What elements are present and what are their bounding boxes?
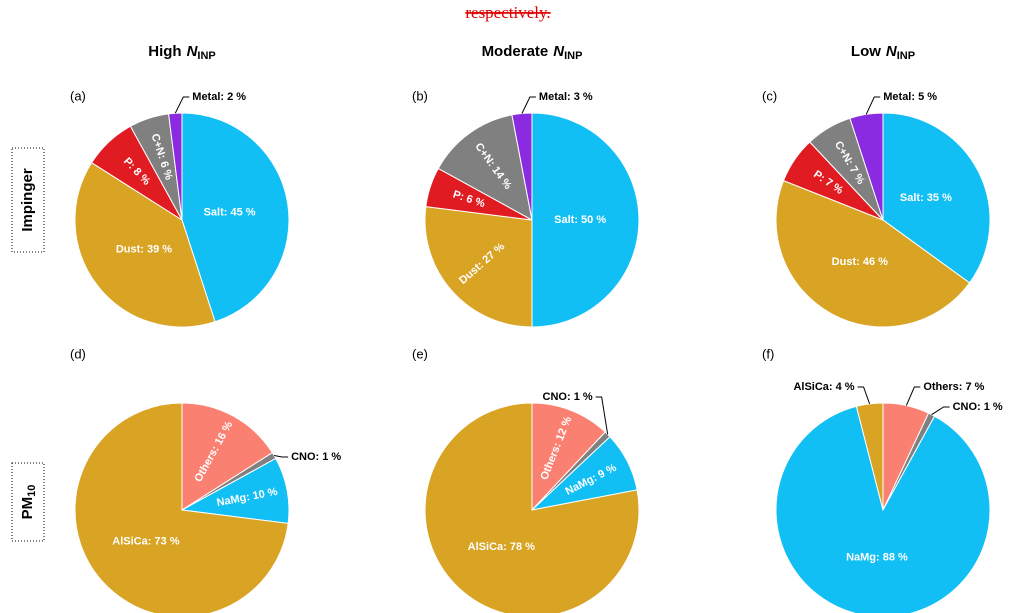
pie-slice	[531, 112, 640, 328]
pie-slice	[181, 402, 274, 511]
row-header: Impinger	[19, 168, 36, 232]
slice-label: CNO: 1 %	[543, 391, 593, 403]
slice-label: Dust: 39 %	[116, 243, 172, 255]
row-header-box	[11, 147, 45, 253]
panel-label: (b)	[412, 88, 428, 103]
header-symbol: N	[553, 43, 565, 60]
pie-slice	[168, 112, 183, 221]
slice-label: AlSiCa: 78 %	[468, 541, 535, 553]
header-symbol: N	[886, 43, 898, 60]
header-symbol: N	[187, 43, 199, 60]
slice-label: Others: 7 %	[923, 381, 984, 393]
header-subscript: INP	[564, 50, 582, 62]
pie-slice	[882, 112, 991, 284]
slice-label: AlSiCa: 73 %	[112, 536, 179, 548]
pie-slice	[855, 402, 884, 511]
slice-label: Dust: 46 %	[832, 256, 888, 268]
column-header: Low NINP	[851, 43, 915, 62]
pie-slice	[74, 402, 289, 613]
row-subscript: 10	[26, 485, 38, 497]
slice-label: Salt: 50 %	[554, 214, 606, 226]
pie-slice	[437, 114, 533, 221]
slice-label: CNO: 1 %	[291, 451, 341, 463]
pie-slice	[775, 405, 991, 613]
pie-slice	[424, 206, 533, 328]
header-text: Moderate	[482, 43, 549, 60]
header-subscript: INP	[897, 50, 915, 62]
slice-label: CNO: 1 %	[953, 401, 1003, 413]
pie-slice	[424, 402, 640, 613]
row-header-box	[11, 462, 45, 542]
pie-slice	[74, 161, 216, 328]
pie-slice	[849, 112, 884, 221]
leader-line	[521, 96, 536, 114]
pie-slice	[181, 112, 290, 323]
row-text: Impinger	[19, 168, 36, 232]
slice-label: Metal: 3 %	[539, 91, 593, 103]
leader-line	[595, 396, 609, 435]
column-header: Moderate NINP	[482, 43, 583, 62]
slice-label: Metal: 5 %	[883, 91, 937, 103]
header-text: High	[148, 43, 181, 60]
pie-slice	[531, 402, 606, 512]
panel-label: (f)	[762, 346, 774, 361]
pie-slice	[775, 179, 971, 328]
column-header: High NINP	[148, 43, 216, 62]
slice-label: AlSiCa: 4 %	[793, 381, 854, 393]
leader-line	[905, 386, 921, 406]
slice-label: Salt: 35 %	[900, 192, 952, 204]
slice-label: NaMg: 88 %	[846, 552, 908, 564]
note: respectively.	[465, 3, 550, 22]
row-header: PM10	[19, 485, 38, 520]
panel-label: (d)	[70, 346, 86, 361]
leader-line	[174, 96, 190, 114]
leader-line	[931, 406, 950, 416]
panel-label: (c)	[762, 88, 777, 103]
leader-line	[865, 96, 881, 115]
slice-label: Metal: 2 %	[192, 91, 246, 103]
row-text: PM	[19, 497, 36, 520]
panel-label: (a)	[70, 88, 86, 103]
header-text: Low	[851, 43, 881, 60]
leader-line	[857, 386, 871, 405]
slice-label: Salt: 45 %	[204, 206, 256, 218]
leader-line	[274, 455, 289, 458]
panel-label: (e)	[412, 346, 428, 361]
header-subscript: INP	[197, 50, 215, 62]
